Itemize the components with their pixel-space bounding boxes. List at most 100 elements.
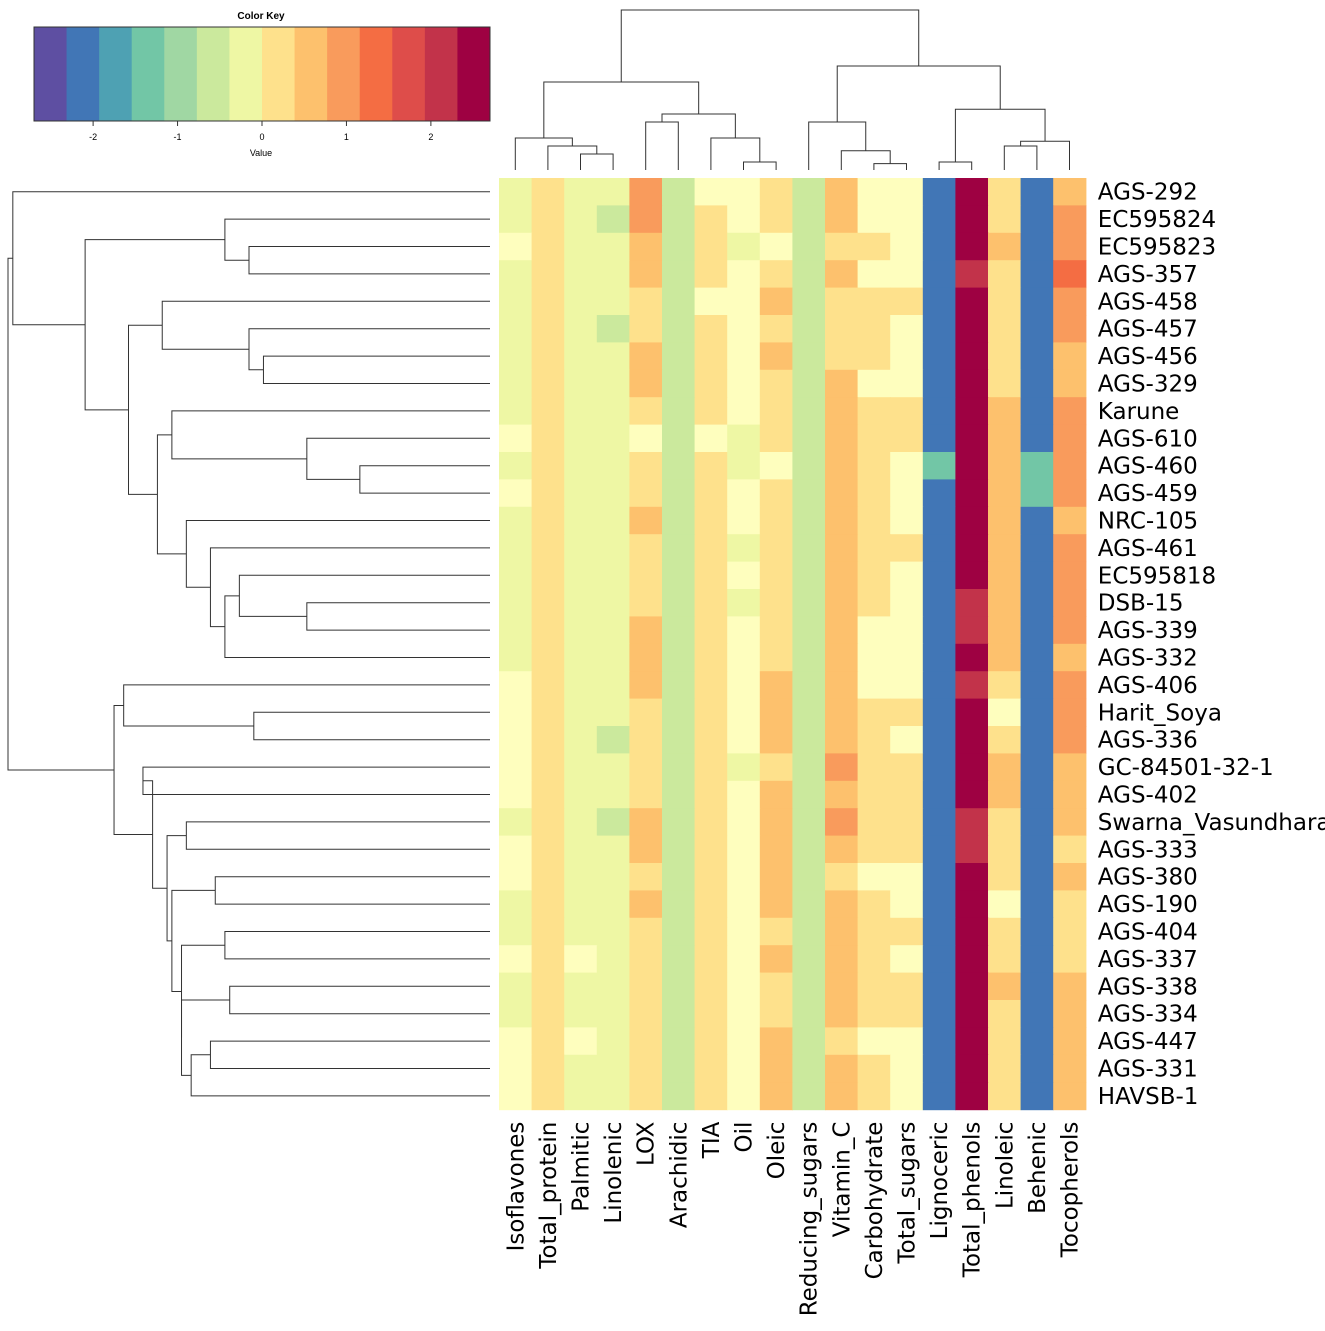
dendrogram-branch (645, 121, 679, 170)
heatmap-cell (988, 698, 1022, 727)
heatmap-cell (1053, 369, 1087, 398)
row-label: AGS-337 (1098, 947, 1198, 973)
heatmap-cell (531, 643, 565, 672)
color-key-bin (99, 27, 133, 121)
heatmap-cell (1020, 205, 1054, 234)
heatmap-cell (727, 945, 761, 974)
row-label: NRC-105 (1098, 509, 1198, 535)
dendrogram-branch (181, 999, 230, 1076)
heatmap-cell (694, 1000, 728, 1028)
heatmap-cell (759, 260, 793, 289)
column-label: Linolenic (601, 1122, 627, 1224)
heatmap-cell (531, 890, 565, 919)
heatmap-cell (857, 452, 891, 480)
heatmap-cell (662, 698, 696, 727)
heatmap-cell (596, 890, 630, 919)
heatmap-cell (564, 397, 598, 426)
heatmap-cell (857, 835, 891, 864)
heatmap-cell (531, 917, 565, 946)
heatmap-cell (564, 890, 598, 919)
heatmap-cell (825, 835, 859, 864)
heatmap-cell (890, 315, 924, 343)
column-label: Oleic (764, 1122, 790, 1180)
heatmap-cell (727, 972, 761, 1001)
row-label: AGS-338 (1098, 974, 1198, 1000)
heatmap-cell (988, 260, 1022, 289)
heatmap-cell (727, 1054, 761, 1083)
heatmap-cell (629, 232, 663, 261)
heatmap-cell (759, 1027, 793, 1056)
heatmap-cell (857, 342, 891, 371)
dendrogram-branch (873, 163, 907, 170)
heatmap-cell (857, 260, 891, 289)
color-key-tick-label: 2 (428, 132, 433, 142)
heatmap-cell (596, 671, 630, 700)
heatmap-cell (890, 397, 924, 426)
heatmap-cell (629, 863, 663, 891)
heatmap-cell (922, 1000, 956, 1028)
heatmap-cell (694, 452, 728, 480)
heatmap-cell (662, 835, 696, 864)
heatmap-cell (922, 890, 956, 919)
dendrogram-branch (306, 437, 490, 480)
heatmap-cell (759, 315, 793, 343)
heatmap-cell (759, 945, 793, 974)
row-label: AGS-404 (1098, 920, 1198, 946)
heatmap-cell (499, 890, 533, 919)
heatmap-cell (662, 780, 696, 809)
heatmap-cell (727, 726, 761, 754)
heatmap-cell (759, 589, 793, 617)
row-label: AGS-292 (1098, 180, 1198, 206)
heatmap-cell (792, 205, 826, 234)
dendrogram-branch (171, 410, 490, 460)
heatmap-cell (890, 972, 924, 1001)
heatmap-cell (694, 424, 728, 453)
heatmap-cell (694, 260, 728, 289)
dendrogram-branch (229, 985, 490, 1015)
row-label: EC595824 (1098, 207, 1216, 233)
heatmap-cell (1020, 1027, 1054, 1056)
heatmap-cell (1020, 342, 1054, 371)
heatmap-cell (922, 479, 956, 508)
heatmap-cell (596, 945, 630, 974)
heatmap-cell (1020, 178, 1054, 206)
heatmap-cell (1020, 232, 1054, 261)
dendrogram-branch (808, 121, 867, 170)
heatmap-cell (662, 397, 696, 426)
row-label: AGS-190 (1098, 892, 1198, 918)
heatmap-cell (857, 424, 891, 453)
heatmap-cell (792, 780, 826, 809)
heatmap-cell (759, 342, 793, 371)
heatmap-cell (662, 1027, 696, 1056)
heatmap-cell (857, 945, 891, 974)
heatmap-cell (955, 972, 989, 1001)
column-label: Behenic (1025, 1122, 1051, 1214)
heatmap-cell (629, 1082, 663, 1111)
heatmap-cell (1053, 506, 1087, 535)
heatmap-cell (564, 753, 598, 782)
heatmap-cell (955, 1027, 989, 1056)
heatmap-cell (988, 808, 1022, 837)
row-label: GC-84501-32-1 (1098, 755, 1274, 781)
heatmap-cell (922, 589, 956, 617)
heatmap-cell (759, 1082, 793, 1111)
heatmap-cell (955, 643, 989, 672)
heatmap-cell (988, 232, 1022, 261)
heatmap-cell (792, 1027, 826, 1056)
heatmap-cell (629, 424, 663, 453)
heatmap-cell (890, 753, 924, 782)
heatmap-cell (662, 917, 696, 946)
color-key: Color Key -2 -1 0 1 2 Value (33, 11, 491, 158)
heatmap-cell (825, 479, 859, 508)
heatmap-cell (792, 671, 826, 700)
heatmap-cell (1053, 534, 1087, 563)
color-key-bin (457, 27, 491, 121)
dendrogram-branch (262, 355, 490, 384)
heatmap-cell (825, 1054, 859, 1083)
heatmap-cell (596, 1000, 630, 1028)
heatmap-cell (499, 506, 533, 535)
heatmap-cell (857, 561, 891, 590)
heatmap-cell (1053, 561, 1087, 590)
heatmap-cell (564, 424, 598, 453)
heatmap-cell (922, 452, 956, 480)
